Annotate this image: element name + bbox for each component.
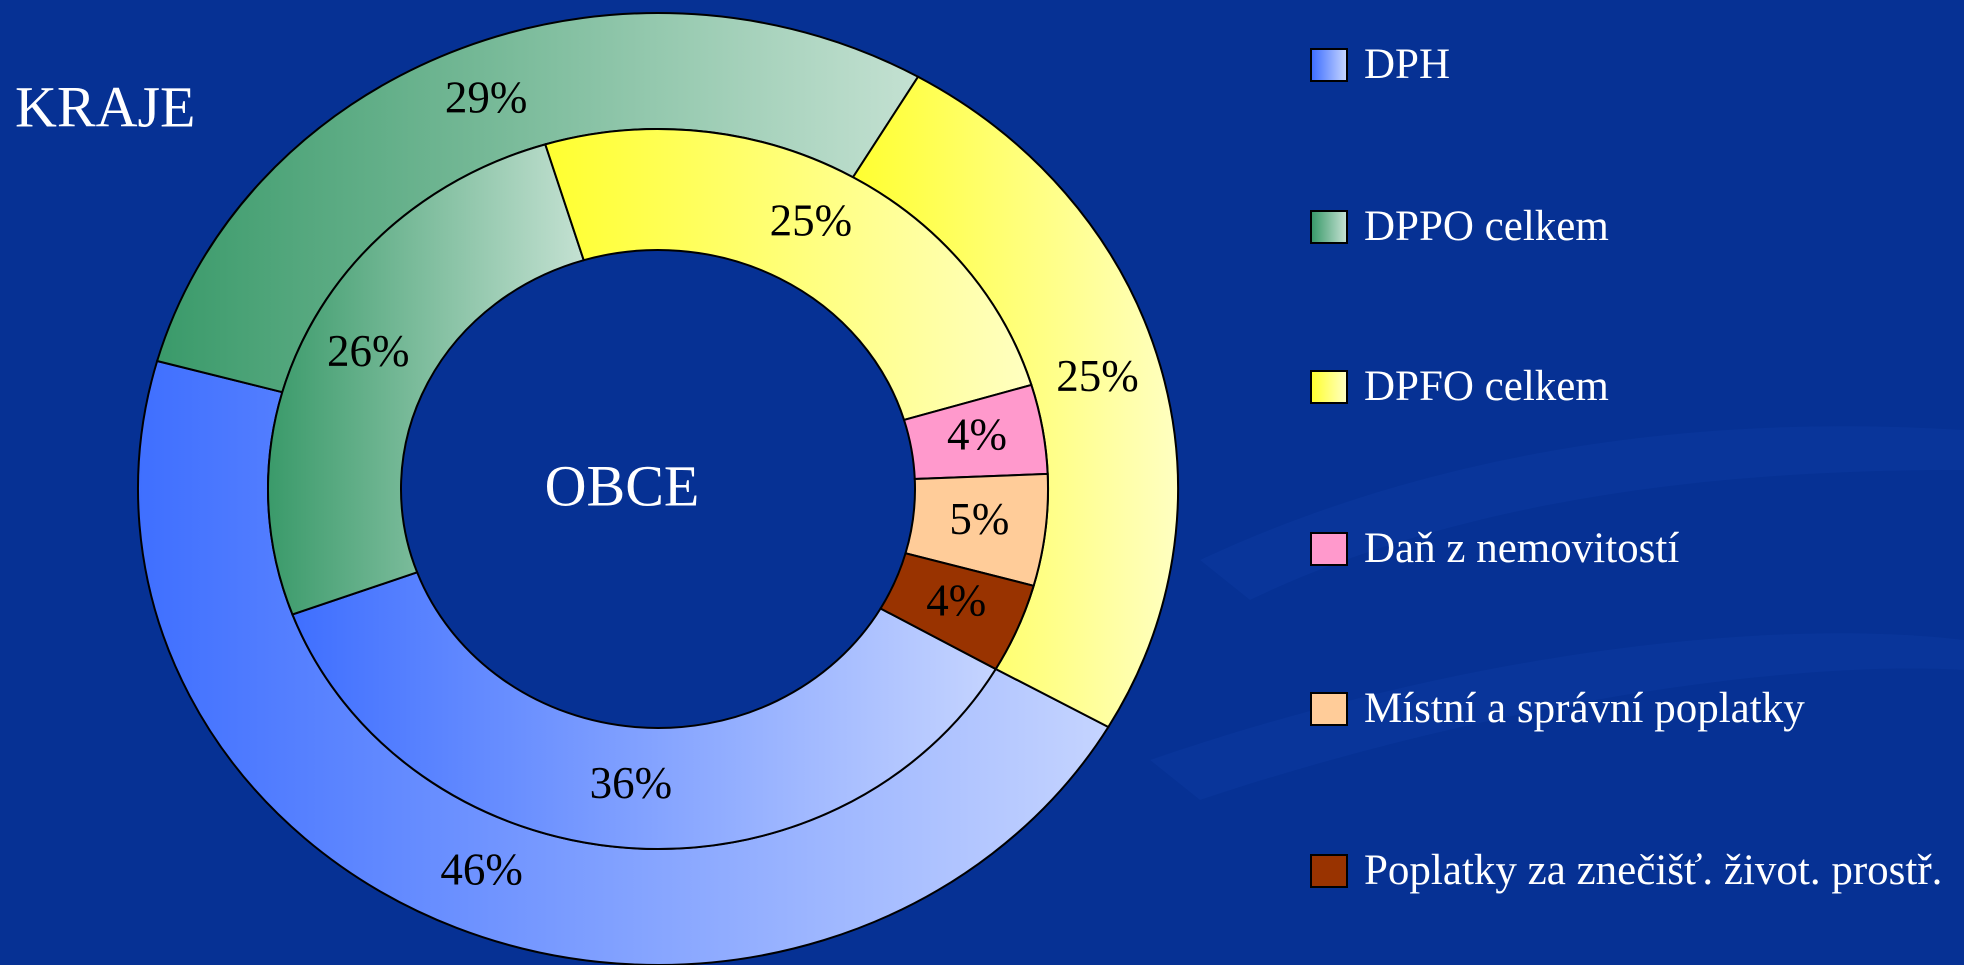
legend-item: Daň z nemovitostí xyxy=(1310,524,1960,574)
legend-item: Místní a správní poplatky xyxy=(1310,684,1960,734)
donut-slice xyxy=(291,571,998,850)
slice-label: 26% xyxy=(327,326,410,376)
legend-label: Poplatky za znečišť. život. prostř. xyxy=(1364,847,1943,894)
donut-slice xyxy=(267,143,585,616)
legend-swatch xyxy=(1310,692,1348,726)
slice-label: 36% xyxy=(590,758,673,808)
legend-item: Poplatky za znečišť. život. prostř. xyxy=(1310,846,1960,896)
legend-swatch xyxy=(1310,532,1348,566)
slice-label: 5% xyxy=(949,494,1009,544)
slice-label: 29% xyxy=(445,72,528,122)
outer-ring-name: KRAJE xyxy=(15,74,195,139)
legend-swatch xyxy=(1310,370,1348,404)
legend-label: DPFO celkem xyxy=(1364,363,1609,410)
decor-swoosh xyxy=(1150,633,1964,800)
legend-label: DPPO celkem xyxy=(1364,203,1609,250)
slice-label: 46% xyxy=(440,845,523,895)
legend-label: Místní a správní poplatky xyxy=(1364,685,1805,732)
legend-swatch xyxy=(1310,854,1348,888)
donut-slice xyxy=(879,552,1035,671)
legend-swatch xyxy=(1310,210,1348,244)
slice-label: 4% xyxy=(947,409,1007,459)
slice-label: 4% xyxy=(926,575,986,625)
legend-item: DPH xyxy=(1310,40,1960,90)
slice-label: 25% xyxy=(1056,351,1139,401)
inner-ring-name: OBCE xyxy=(545,453,700,518)
slice-label: 25% xyxy=(770,195,853,245)
legend-label: Daň z nemovitostí xyxy=(1364,525,1680,572)
donut-slice xyxy=(543,128,1033,422)
legend-swatch xyxy=(1310,48,1348,82)
legend-item: DPFO celkem xyxy=(1310,362,1960,412)
decor-swoosh xyxy=(1200,426,1964,600)
legend-item: DPPO celkem xyxy=(1310,202,1960,252)
legend-label: DPH xyxy=(1364,41,1451,88)
